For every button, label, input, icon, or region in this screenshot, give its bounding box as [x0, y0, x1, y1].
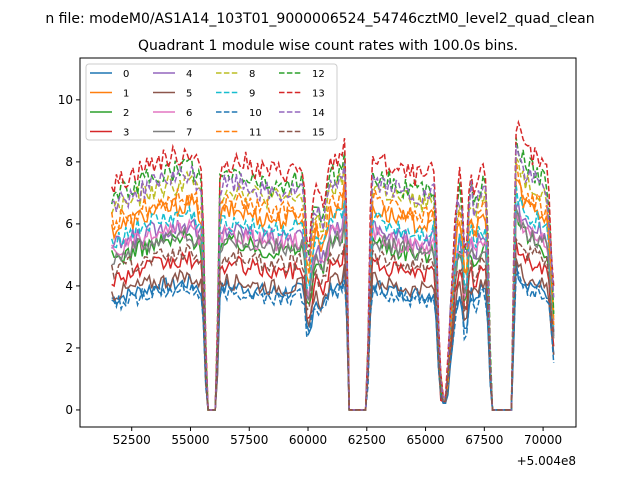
- y-tick-label: 8: [65, 155, 73, 169]
- series-line-9: [110, 184, 555, 411]
- x-tick-label: 60000: [289, 433, 327, 447]
- series-line-5: [110, 258, 555, 411]
- legend-label-3: 3: [123, 128, 129, 139]
- x-tick-label: 67500: [465, 433, 503, 447]
- legend-label-13: 13: [312, 89, 325, 100]
- y-tick-label: 10: [58, 93, 73, 107]
- x-tick-label: 62500: [348, 433, 386, 447]
- legend-label-7: 7: [186, 128, 192, 139]
- series-line-12: [110, 137, 555, 411]
- legend-label-9: 9: [249, 89, 255, 100]
- y-tick-label: 2: [65, 341, 73, 355]
- legend-label-10: 10: [249, 108, 262, 119]
- legend-label-5: 5: [186, 89, 192, 100]
- series-layer: [110, 119, 555, 411]
- x-tick-label: 55000: [171, 433, 209, 447]
- series-line-15: [110, 236, 555, 411]
- series-line-13: [110, 119, 555, 411]
- y-axis: 0 2 4 6 8 10: [58, 93, 80, 417]
- x-tick-label: 65000: [406, 433, 444, 447]
- x-axis-offset-label: +5.004e8: [517, 454, 576, 468]
- y-tick-label: 0: [65, 403, 73, 417]
- series-line-10: [111, 271, 555, 411]
- legend-label-15: 15: [312, 128, 325, 139]
- legend-box: [85, 63, 338, 141]
- series-line-7: [111, 208, 555, 411]
- legend-label-0: 0: [123, 69, 129, 80]
- legend-label-1: 1: [123, 89, 129, 100]
- legend-label-6: 6: [186, 108, 192, 119]
- legend-label-4: 4: [186, 69, 192, 80]
- series-line-0: [111, 260, 555, 411]
- series-line-3: [111, 240, 555, 411]
- y-tick-label: 4: [65, 279, 73, 293]
- figure-suptitle: n file: modeM0/AS1A14_103T01_9000006524_…: [45, 11, 594, 27]
- x-axis: 52500 55000 57500 60000 62500 65000 67500 70000: [113, 427, 562, 447]
- legend-label-2: 2: [123, 108, 129, 119]
- legend-label-11: 11: [249, 128, 262, 139]
- x-tick-label: 52500: [113, 433, 151, 447]
- plot-area-frame: [79, 57, 577, 428]
- legend-label-12: 12: [312, 69, 325, 80]
- chart-title: Quadrant 1 module wise count rates with …: [138, 38, 518, 54]
- series-line-14: [111, 144, 555, 411]
- series-line-11: [110, 159, 555, 411]
- x-tick-label: 57500: [230, 433, 268, 447]
- y-tick-label: 6: [65, 217, 73, 231]
- legend-label-8: 8: [249, 69, 255, 80]
- series-line-1: [110, 177, 555, 411]
- x-tick-label: 70000: [524, 433, 562, 447]
- legend-label-14: 14: [312, 108, 325, 119]
